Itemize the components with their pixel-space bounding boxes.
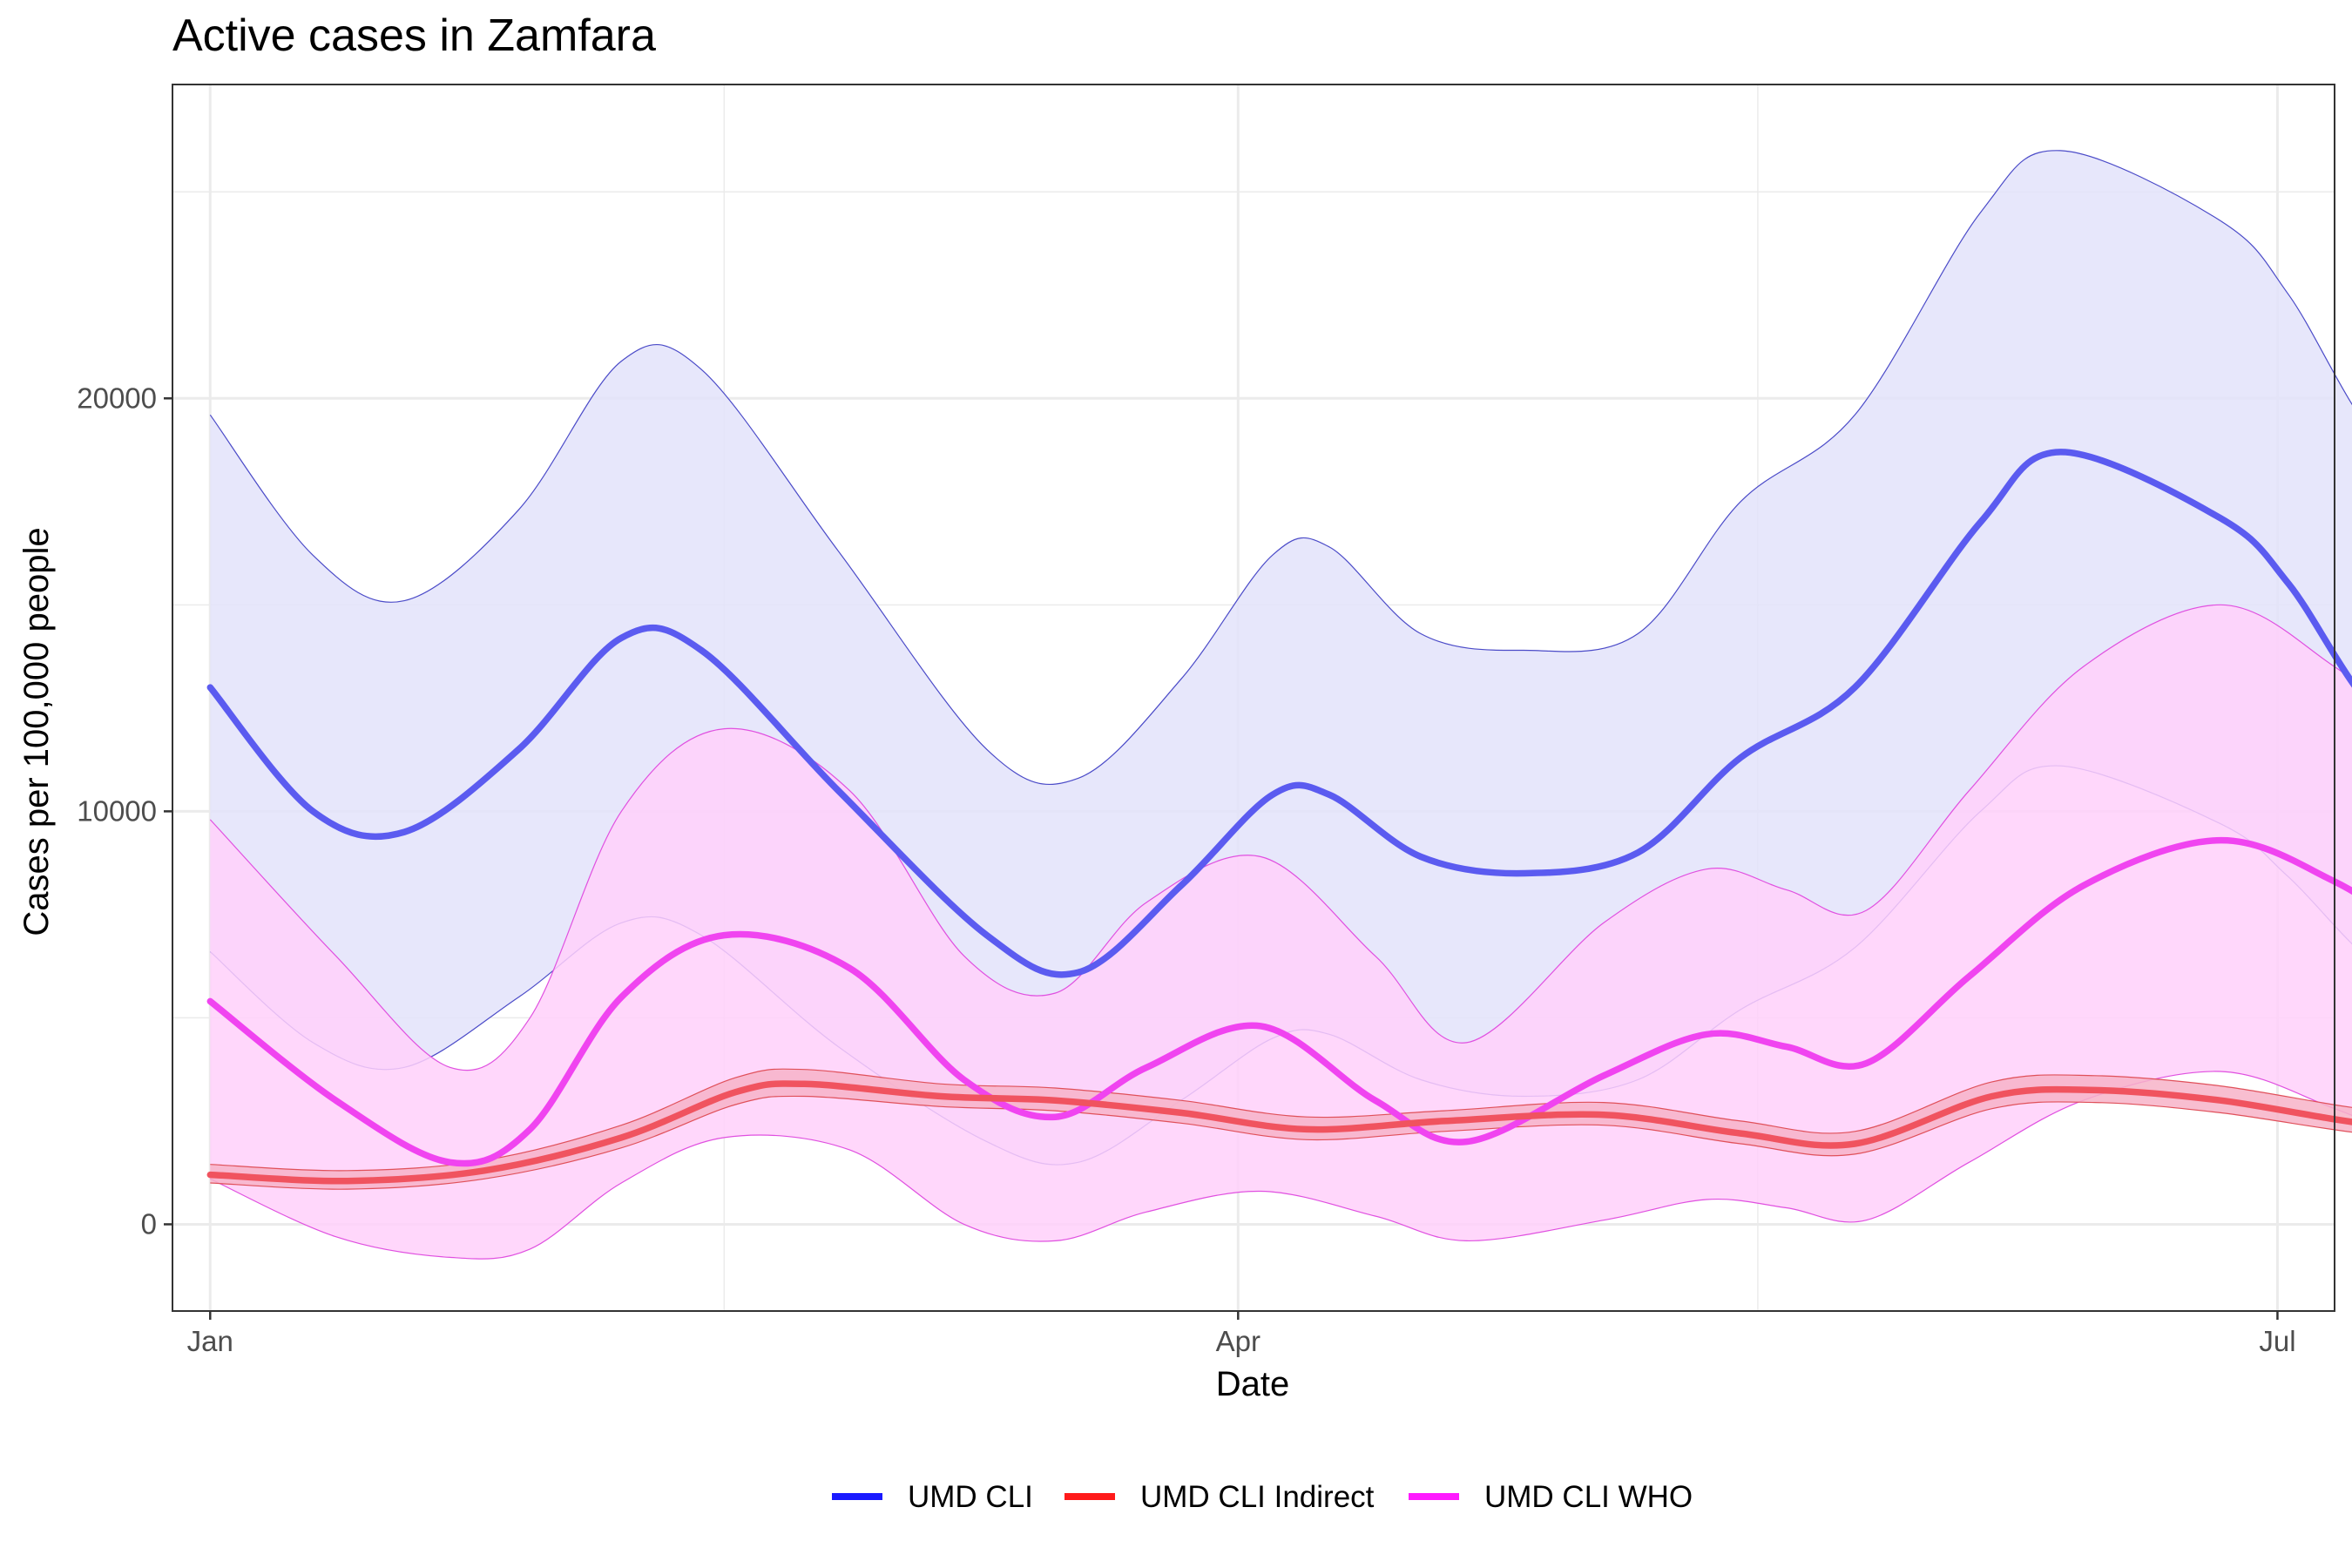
y-tick-label: 0 (141, 1207, 157, 1240)
y-tick-label: 20000 (77, 382, 157, 414)
band-lower-umd-cli-indirect (210, 1095, 2352, 1190)
y-axis: 0 10000 20000 (77, 382, 172, 1240)
legend-label-umd-cli-who: UMD CLI WHO (1484, 1480, 1693, 1514)
y-axis-title: Cases per 100,000 people (17, 527, 56, 936)
x-tick-label: Jan (187, 1325, 233, 1357)
x-tick-label: Apr (1216, 1325, 1260, 1357)
x-tick-label: Jul (2259, 1325, 2295, 1357)
band-upper-umd-cli (209, 150, 2352, 786)
x-axis: Jan Apr Jul (187, 1311, 2296, 1357)
legend-label-umd-cli: UMD CLI (908, 1480, 1033, 1514)
legend: UMD CLI UMD CLI Indirect UMD CLI WHO (832, 1480, 1693, 1514)
line-umd-cli-indirect (206, 1080, 2352, 1185)
band-upper-umd-cli-who (209, 604, 2352, 1071)
band-upper-umd-cli-indirect (210, 1068, 2352, 1172)
x-axis-title: Date (1216, 1365, 1290, 1403)
line-umd-cli-who (206, 836, 2352, 1167)
legend-label-umd-cli-indirect: UMD CLI Indirect (1140, 1480, 1375, 1514)
y-tick-label: 10000 (77, 794, 157, 827)
line-umd-cli (206, 449, 2352, 978)
series-lines (206, 449, 2352, 1185)
chart-title: Active cases in Zamfara (172, 10, 656, 61)
panel-border (172, 84, 2335, 1312)
